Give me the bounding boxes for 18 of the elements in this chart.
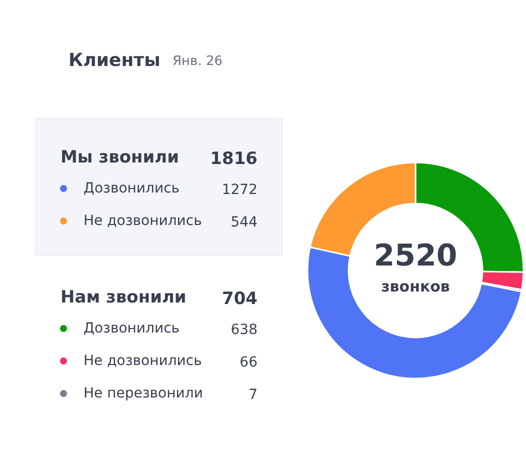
legend-label: Дозвонились [84, 320, 180, 336]
data-label: 1272 [222, 182, 258, 198]
data-label: 544 [230, 214, 258, 230]
text: 704 [222, 289, 258, 309]
data-label: 638 [230, 322, 258, 338]
legend-label: Дозвонились [84, 180, 180, 196]
text: 2520 [374, 238, 458, 274]
text: 1816 [210, 149, 258, 169]
text: звонков [381, 278, 450, 296]
data-label: 7 [248, 387, 258, 403]
text: Мы звонили [60, 148, 180, 168]
legend-label: Не перезвонили [84, 386, 203, 402]
data-label: 66 [240, 354, 258, 370]
legend-label: Не дозвонились [84, 353, 202, 369]
chart-subtitle: Янв. 26 [172, 54, 223, 69]
chart-title: Клиенты [68, 50, 160, 71]
text: Нам звонили [60, 288, 186, 308]
legend-label: Не дозвонились [84, 213, 202, 229]
